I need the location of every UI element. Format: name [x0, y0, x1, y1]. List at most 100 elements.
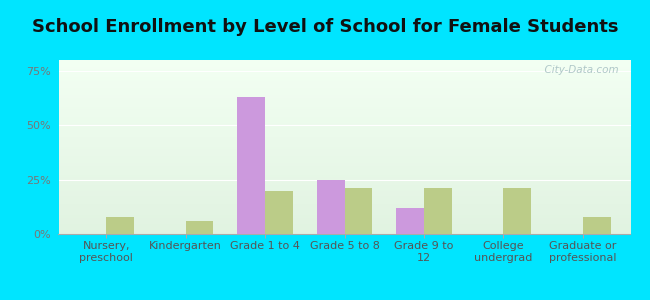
Bar [58, 182, 630, 184]
Bar [396, 208, 424, 234]
Text: City-Data.com: City-Data.com [538, 65, 619, 75]
Bar [58, 133, 630, 135]
Bar [58, 103, 630, 105]
Bar [58, 126, 630, 128]
Bar [58, 145, 630, 147]
Bar [58, 65, 630, 67]
Bar [58, 70, 630, 72]
Bar [58, 187, 630, 189]
Bar [58, 93, 630, 95]
Bar [58, 161, 630, 163]
Bar [317, 180, 345, 234]
Bar [58, 197, 630, 199]
Bar [58, 131, 630, 133]
Bar [58, 208, 630, 210]
Bar [58, 220, 630, 222]
Bar [58, 203, 630, 204]
Bar [58, 213, 630, 215]
Bar [58, 194, 630, 196]
Bar [58, 177, 630, 178]
Bar [58, 164, 630, 166]
Bar [58, 152, 630, 154]
Bar [58, 206, 630, 208]
Bar [58, 217, 630, 218]
Bar [58, 143, 630, 145]
Bar [58, 69, 630, 70]
Bar [265, 190, 293, 234]
Bar [58, 227, 630, 229]
Bar [58, 173, 630, 175]
Bar [58, 147, 630, 149]
Bar [58, 67, 630, 69]
Bar [58, 123, 630, 124]
Bar [58, 199, 630, 201]
Bar [58, 110, 630, 112]
Bar [58, 201, 630, 203]
Bar [58, 82, 630, 84]
Bar [58, 212, 630, 213]
Bar [58, 230, 630, 232]
Bar [58, 109, 630, 110]
Bar [58, 142, 630, 143]
Bar [58, 229, 630, 230]
Bar [58, 225, 630, 227]
Bar [58, 81, 630, 82]
Bar [58, 218, 630, 220]
Bar [58, 76, 630, 77]
Bar [58, 112, 630, 114]
Bar [58, 90, 630, 91]
Bar [58, 184, 630, 185]
Bar [237, 97, 265, 234]
Bar [58, 175, 630, 177]
Bar [58, 224, 630, 225]
Bar [58, 88, 630, 90]
Bar [58, 156, 630, 158]
Bar [58, 189, 630, 190]
Bar [58, 105, 630, 107]
Bar [58, 154, 630, 156]
Bar [58, 169, 630, 171]
Bar [58, 210, 630, 212]
Bar [58, 158, 630, 159]
Bar [58, 138, 630, 140]
Bar [58, 74, 630, 76]
Bar [58, 178, 630, 180]
Bar [58, 86, 630, 88]
Bar [58, 168, 630, 170]
Bar [58, 215, 630, 217]
Bar [58, 196, 630, 197]
Bar [58, 163, 630, 164]
Bar [58, 232, 630, 234]
Bar [58, 102, 630, 103]
Bar [58, 77, 630, 79]
Bar [58, 166, 630, 168]
Bar [58, 204, 630, 206]
Bar [58, 114, 630, 116]
Bar [58, 192, 630, 194]
Bar [58, 136, 630, 138]
Bar [58, 91, 630, 93]
Bar [58, 159, 630, 161]
Bar [58, 185, 630, 187]
Bar [58, 95, 630, 97]
Bar [58, 124, 630, 126]
Bar [58, 107, 630, 109]
Bar [58, 121, 630, 123]
Bar [58, 140, 630, 142]
Bar [58, 98, 630, 100]
Bar [58, 100, 630, 102]
Bar [58, 116, 630, 117]
Bar [186, 221, 213, 234]
Bar [58, 151, 630, 152]
Bar [424, 188, 452, 234]
Bar [344, 188, 372, 234]
Bar [58, 79, 630, 81]
Bar [583, 217, 610, 234]
Bar [58, 135, 630, 137]
Bar [106, 217, 134, 234]
Bar [58, 128, 630, 130]
Bar [58, 64, 630, 65]
Bar [58, 72, 630, 74]
Bar [503, 188, 531, 234]
Text: School Enrollment by Level of School for Female Students: School Enrollment by Level of School for… [32, 18, 618, 36]
